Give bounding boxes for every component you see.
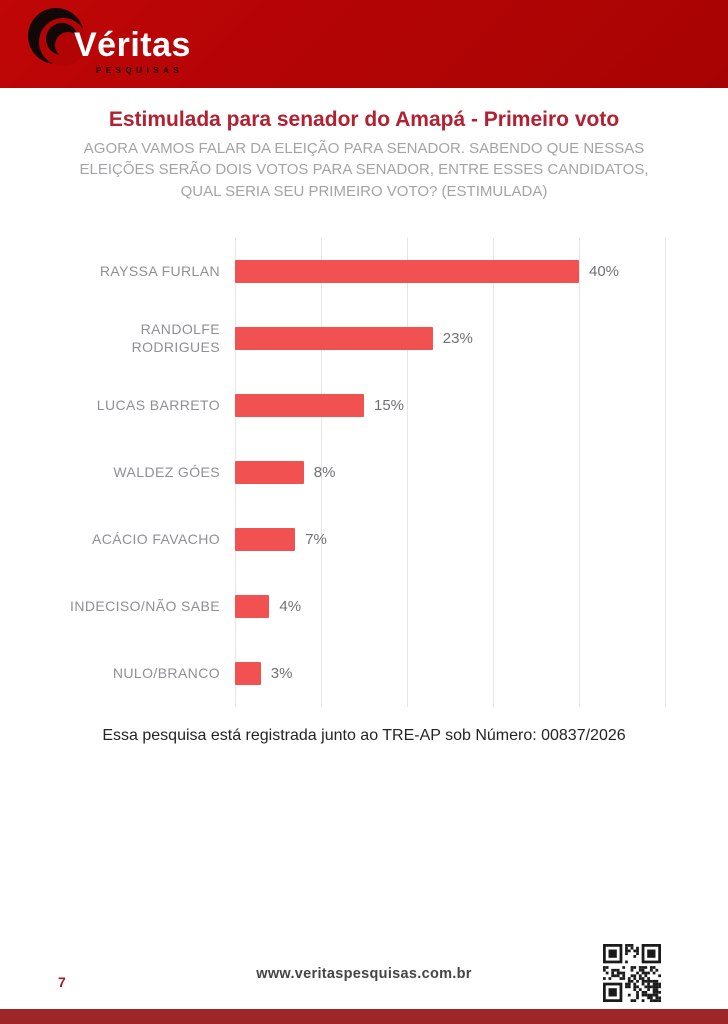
bar: [235, 259, 579, 283]
category-label: NULO/BRANCO: [112, 664, 220, 681]
gridline: [493, 237, 494, 707]
gridline: [321, 237, 322, 707]
chart-row: RANDOLFE RODRIGUES 23%: [70, 305, 665, 372]
bar: [235, 393, 364, 417]
bar-chart: RAYSSA FURLAN 40% RANDOLFE RODRIGUES 23% LUC…: [70, 237, 666, 707]
qr-code-image: [603, 944, 661, 1002]
value-label: 8%: [313, 463, 336, 481]
value-label: 40%: [589, 262, 620, 280]
header-banner: Véritas PESQUISAS: [0, 0, 728, 88]
brand-subtitle: PESQUISAS: [96, 66, 184, 75]
value-label: 4%: [279, 597, 302, 615]
chart-row: NULO/BRANCO 3%: [70, 640, 665, 707]
value-label: 15%: [374, 396, 405, 414]
gridline: [665, 237, 666, 707]
gridline: [579, 237, 580, 707]
brand-name: Véritas: [74, 26, 191, 64]
category-label: RAYSSA FURLAN: [99, 262, 220, 279]
swirl-crescent-icon: [28, 8, 87, 66]
chart-row: INDECISO/NÃO SABE 4%: [70, 573, 665, 640]
bar: [235, 326, 433, 350]
website-url: www.veritaspesquisas.com.br: [256, 966, 472, 982]
bar-track: 40%: [235, 259, 665, 283]
bottom-red-strip: [0, 1009, 728, 1024]
bar: [235, 460, 304, 484]
page-number: 7: [58, 974, 66, 990]
bar-track: 3%: [235, 661, 665, 685]
registration-note: Essa pesquisa está registrada junto ao T…: [102, 726, 626, 744]
veritas-logo: Véritas PESQUISAS: [26, 4, 216, 86]
chart-row: RAYSSA FURLAN 40%: [70, 238, 665, 305]
chart-row: LUCAS BARRETO 15%: [70, 372, 665, 439]
category-label: WALDEZ GÓES: [113, 463, 220, 480]
page-title: Estimulada para senador do Amapá - Prime…: [108, 108, 620, 131]
bar-track: 7%: [235, 527, 665, 551]
chart-row: ACÁCIO FAVACHO 7%: [70, 506, 665, 573]
category-label: ACÁCIO FAVACHO: [92, 530, 220, 547]
value-label: 23%: [442, 329, 473, 347]
bar-track: 4%: [235, 594, 665, 618]
chart-rows: RAYSSA FURLAN 40% RANDOLFE RODRIGUES 23% LUC…: [70, 238, 665, 707]
gridline: [407, 237, 408, 707]
survey-question: AGORA VAMOS FALAR DA ELEIÇÃO PARA SENADO…: [79, 140, 649, 200]
bar: [235, 527, 296, 551]
category-label: LUCAS BARRETO: [96, 396, 220, 413]
bar: [235, 661, 261, 685]
value-label: 3%: [270, 664, 293, 682]
qr-code: [603, 944, 661, 1002]
bar-track: 15%: [235, 393, 665, 417]
chart-row: WALDEZ GÓES 8%: [70, 439, 665, 506]
bar-track: 8%: [235, 460, 665, 484]
value-label: 7%: [305, 530, 327, 548]
category-label: INDECISO/NÃO SABE: [70, 597, 220, 614]
category-label: RANDOLFE RODRIGUES: [131, 320, 220, 356]
bar: [235, 594, 270, 618]
bar-track: 23%: [235, 326, 665, 350]
